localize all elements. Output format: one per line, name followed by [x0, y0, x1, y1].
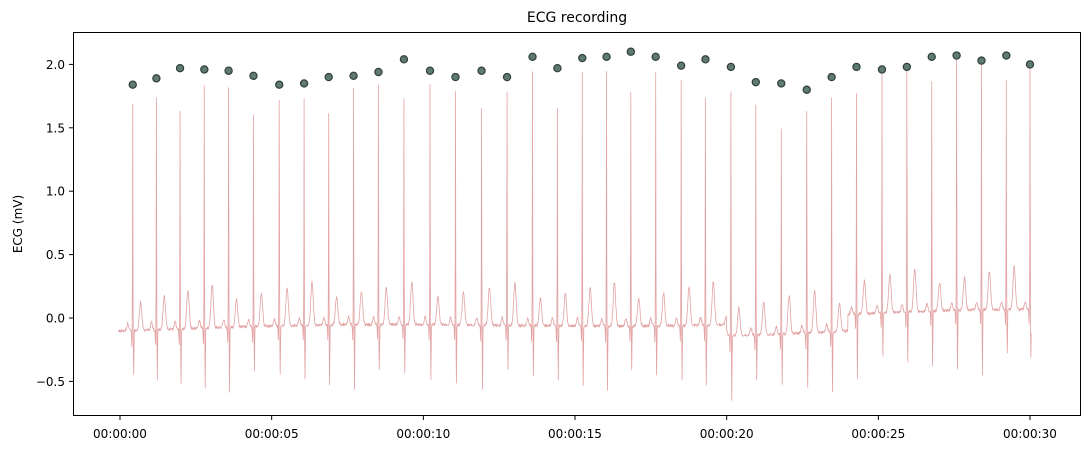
y-tick-label: 1.5: [46, 121, 65, 135]
r-peak-marker: [602, 52, 611, 61]
r-peak-marker: [200, 65, 209, 74]
r-peak-marker: [128, 80, 137, 89]
r-peak-marker: [927, 52, 936, 61]
r-peak-marker: [676, 61, 686, 70]
ecg-signal-line: [118, 53, 1032, 401]
x-tick-label: 00:00:30: [1003, 427, 1057, 441]
r-peak-marker: [977, 56, 986, 65]
y-tick-label: 0.5: [46, 248, 65, 262]
r-peak-marker: [877, 65, 887, 74]
r-peak-marker: [349, 71, 358, 81]
r-peak-marker: [152, 74, 161, 83]
r-peak-marker: [777, 79, 786, 88]
r-peak-marker: [528, 52, 537, 61]
r-peak-marker: [374, 67, 383, 77]
r-peak-marker: [1025, 60, 1035, 69]
r-peak-marker: [299, 79, 309, 88]
y-tick-label: 2.0: [46, 58, 65, 72]
r-peak-marker: [275, 80, 284, 89]
r-peak-marker: [451, 72, 460, 82]
plot-area: [118, 47, 1035, 401]
r-peak-marker: [726, 62, 736, 72]
r-peak-marker: [626, 47, 636, 56]
r-peak-marker: [952, 51, 961, 60]
r-peak-marker: [852, 62, 861, 72]
r-peak-marker: [399, 55, 409, 64]
r-peak-marker: [701, 55, 710, 64]
r-peak-marker: [249, 71, 258, 81]
r-peak-marker: [827, 72, 836, 82]
r-peak-marker: [1002, 51, 1011, 60]
r-peak-marker: [751, 77, 760, 87]
r-peak-marker: [578, 53, 587, 63]
y-axis-label: ECG (mV): [11, 195, 25, 253]
r-peak-marker: [651, 52, 660, 61]
r-peak-marker: [477, 66, 486, 75]
r-peak-marker: [425, 66, 435, 75]
x-tick-label: 00:00:25: [851, 427, 905, 441]
y-tick-label: 1.0: [46, 185, 65, 199]
axes-frame: [73, 32, 1081, 416]
x-tick-label: 00:00:10: [396, 427, 450, 441]
x-tick-label: 00:00:00: [93, 427, 147, 441]
r-peak-marker: [902, 62, 912, 72]
chart-title: ECG recording: [527, 10, 627, 26]
r-peak-marker: [175, 64, 185, 73]
r-peak-marker: [324, 72, 333, 82]
r-peak-marker: [502, 72, 512, 82]
y-tick-label: 0.0: [46, 312, 65, 326]
y-tick-label: −0.5: [36, 375, 65, 389]
r-peak-marker: [553, 64, 562, 73]
x-tick-label: 00:00:15: [548, 427, 602, 441]
y-axis-ticks: −0.5 0.0 0.5 1.0 1.5 2.0: [36, 58, 74, 389]
r-peak-marker: [224, 66, 233, 75]
r-peak-marker: [802, 85, 811, 94]
x-axis-ticks: 00:00:00 00:00:05 00:00:10 00:00:15 00:00:20…: [93, 415, 1057, 441]
x-tick-label: 00:00:20: [700, 427, 754, 441]
x-tick-label: 00:00:05: [245, 427, 299, 441]
